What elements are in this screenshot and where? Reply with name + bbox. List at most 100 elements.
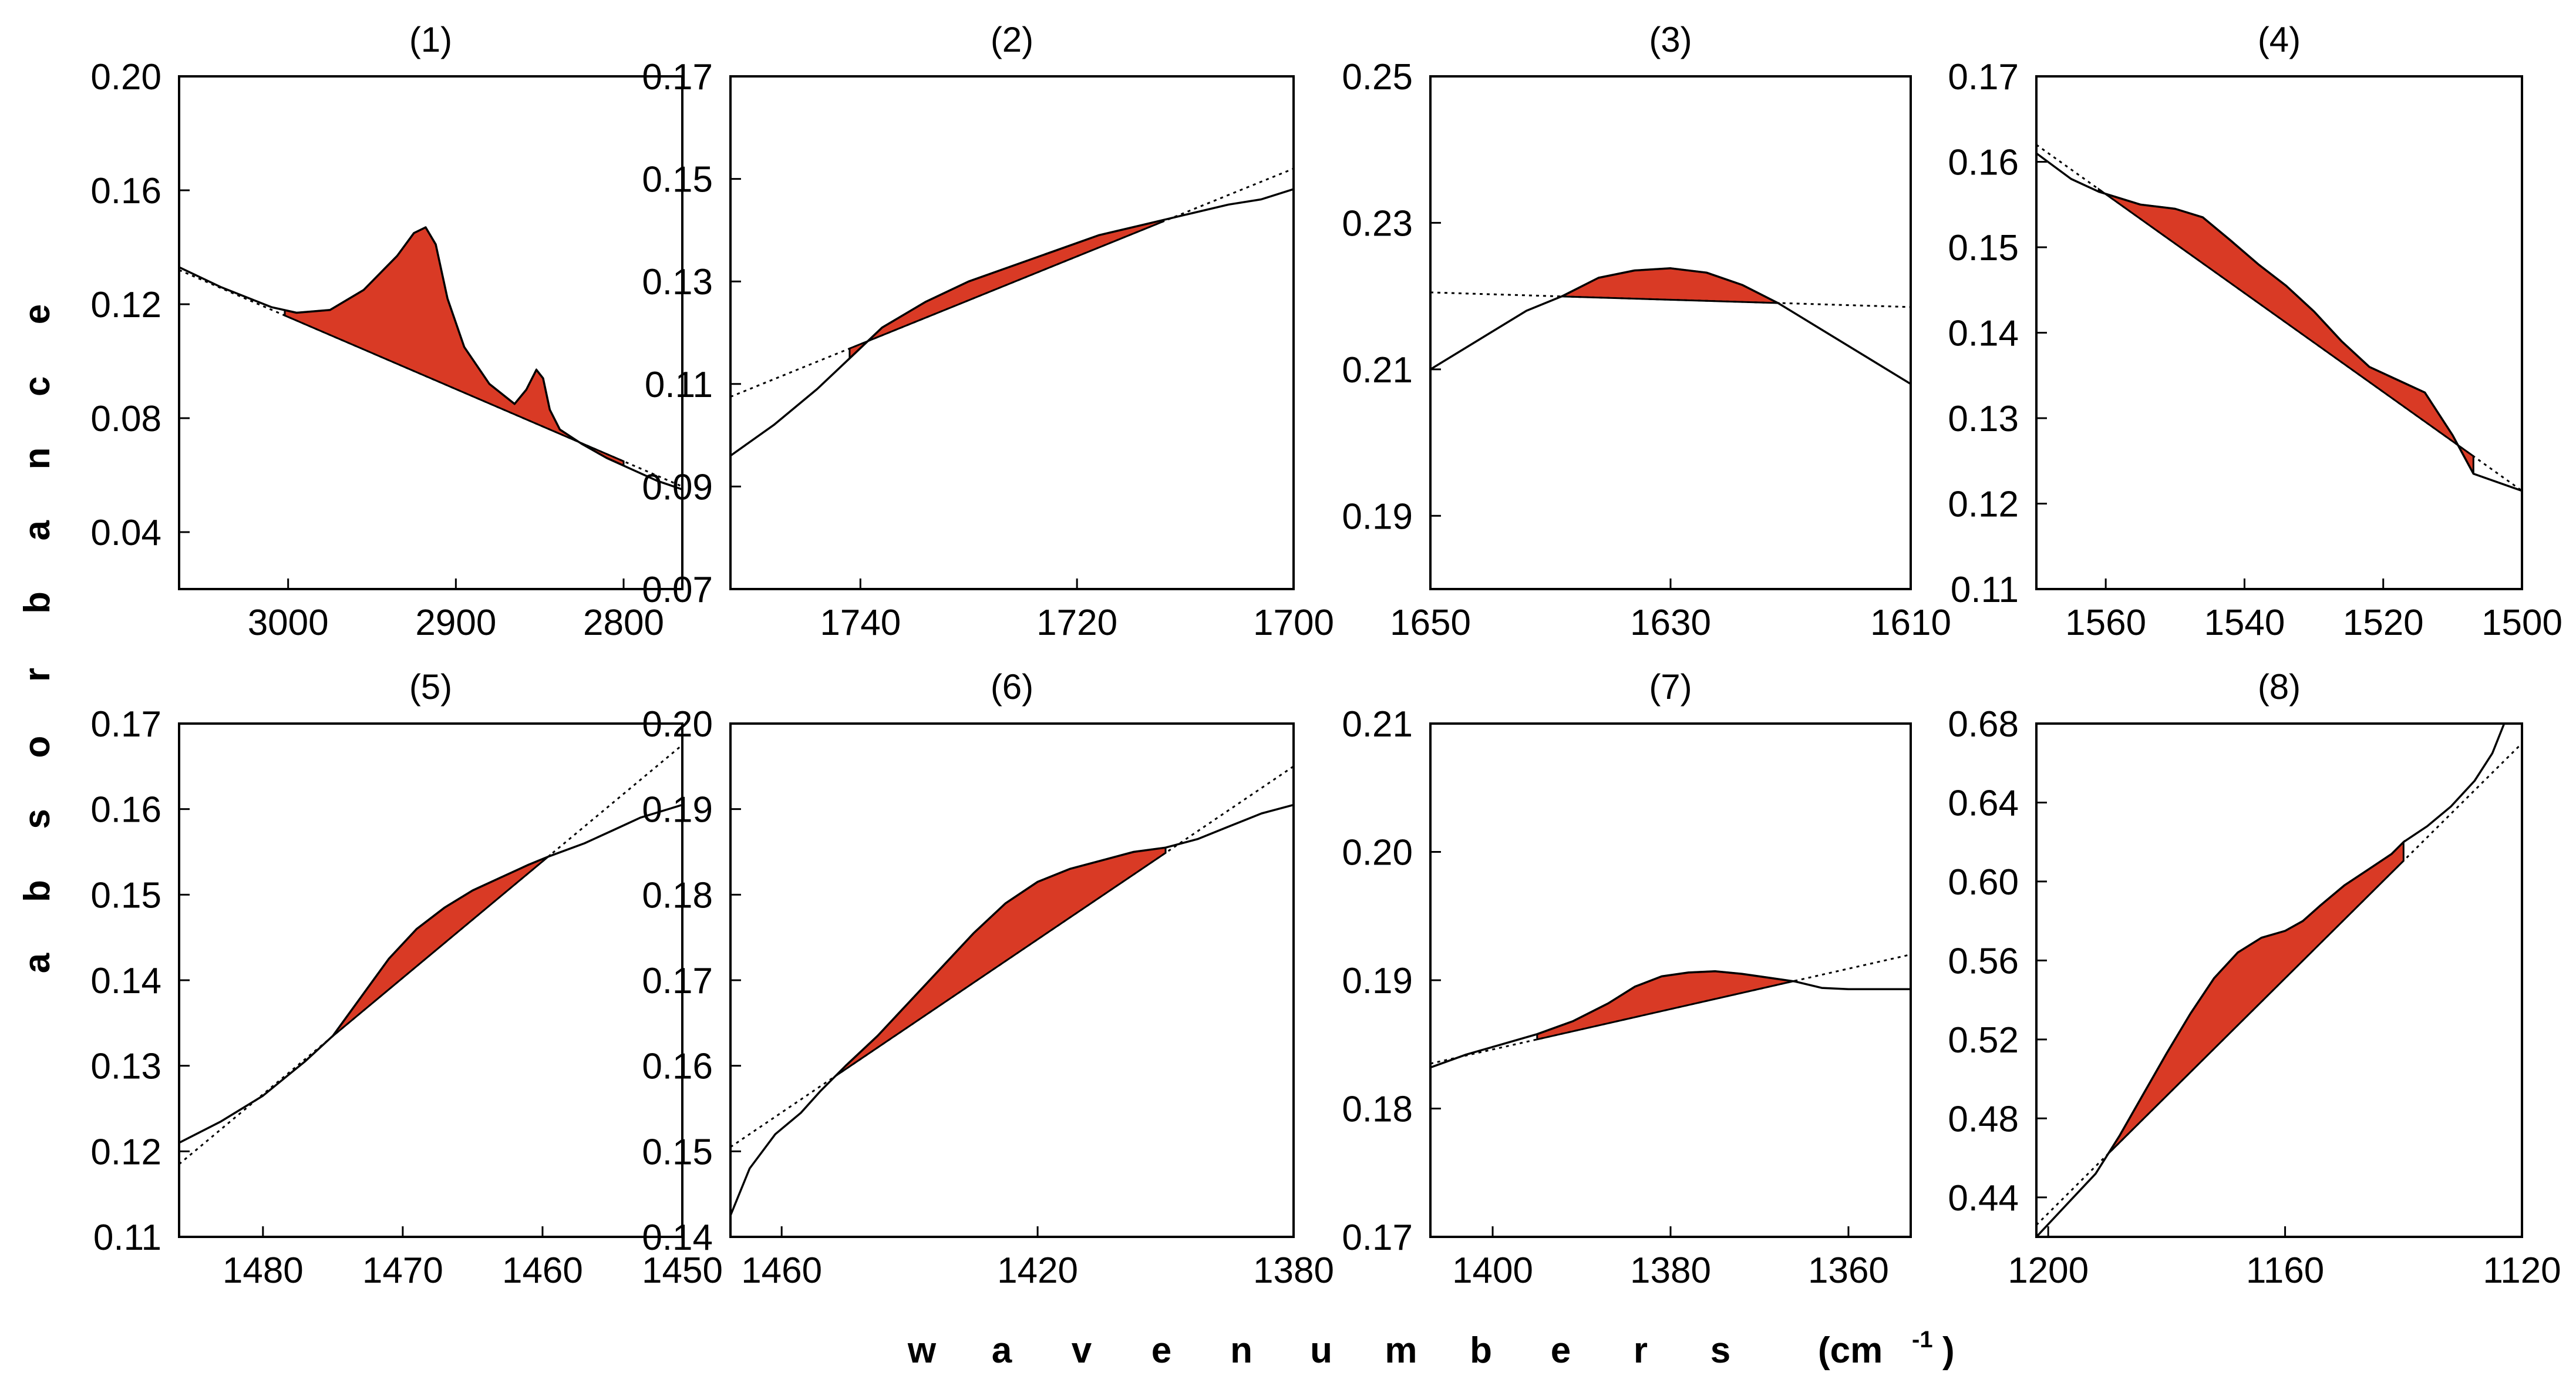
y-tick-label: 0.15 [642,160,713,200]
x-tick-label: 1610 [1870,603,1951,643]
y-tick-label: 0.48 [1948,1099,2019,1139]
absorbance-band-area [2097,187,2474,475]
panel-7: (7) 0.17 0.18 0.19 0.20 0.21 1400 1380 1360 [1342,667,1912,1291]
spectrum-line [179,803,682,1144]
x-tick-label: 3000 [248,603,329,643]
spectrum-line [730,803,1294,1216]
y-tick-label: 0.17 [642,961,713,1001]
x-tick-label: 1400 [1452,1250,1533,1291]
panel-title: (8) [2258,667,2301,707]
y-tick-label: 0.14 [1948,314,2019,354]
panel-1: (1) 0.04 0.08 0.12 0.16 0.20 3000 2900 2800 [90,20,683,643]
x-tick-label: 1480 [223,1250,304,1291]
baseline-line [1430,291,1911,308]
y-tick-label: 0.16 [90,790,161,830]
baseline-line [2036,144,2522,492]
x-tick-label: 1720 [1036,603,1117,643]
panel-title: (1) [409,20,452,59]
x-tick-label: 1380 [1630,1250,1711,1291]
x-axis-label-letter: w [907,1330,937,1371]
plot-frame [2035,75,2523,590]
x-axis-label-letter: a [992,1330,1012,1371]
plot-frame [729,722,1295,1238]
y-axis-label-letter: o [17,736,58,758]
baseline-line [730,765,1294,1148]
y-tick-label: 0.17 [90,704,161,745]
panel-2: (2) 0.07 0.09 0.11 0.13 0.15 0.17 1740 1720 1700 [642,20,1334,643]
y-tick-label: 0.17 [1948,57,2019,97]
y-tick-label: 0.14 [642,1217,713,1258]
panel-title: (2) [991,20,1033,59]
x-tick-label: 1360 [1808,1250,1889,1291]
y-tick-label: 0.19 [642,790,713,830]
spectrum-line [2036,152,2522,492]
plot-frame [178,722,683,1238]
panel-title: (4) [2258,20,2301,59]
absorbance-band-area [284,226,625,467]
y-axis-label-letter: a [17,520,58,541]
x-axis-unit-exponent: -1 [1912,1327,1933,1353]
y-tick-label: 0.56 [1948,941,2019,981]
x-tick-label: 1460 [741,1250,822,1291]
spectrum-line [1430,267,1911,385]
y-tick-label: 0.16 [642,1047,713,1087]
x-tick-label: 1160 [2246,1250,2324,1291]
x-axis-label: w a v e n u m b e r s (cm -1) [907,1327,1955,1371]
absorbance-band-area [1536,970,1796,1041]
y-axis-label-letter: r [17,668,58,682]
x-tick-label: 2800 [583,603,664,643]
x-axis-label-letter: m [1385,1330,1417,1371]
x-tick-label: 1540 [2204,603,2285,643]
x-tick-label: 1740 [820,603,901,643]
y-axis-label-letter: s [17,809,58,829]
y-tick-label: 0.16 [1948,143,2019,183]
y-tick-label: 0.60 [1948,862,2019,903]
y-tick-label: 0.15 [90,875,161,916]
x-tick-label: 1420 [997,1250,1078,1291]
y-tick-label: 0.12 [90,285,161,325]
y-tick-label: 0.13 [1948,399,2019,439]
x-tick-label: 1520 [2343,603,2424,643]
x-axis-label-letter: e [1551,1330,1571,1371]
baseline-line [2036,742,2522,1226]
plot-frame [1429,75,1912,590]
y-tick-label: 0.21 [1342,704,1413,745]
x-tick-label: 1560 [2065,603,2146,643]
y-tick-label: 0.21 [1342,350,1413,391]
y-tick-label: 0.19 [1342,961,1413,1001]
y-axis-label: a b s o r b a n c e [17,304,58,973]
x-axis-label-letter: b [1470,1330,1492,1371]
panel-6: (6) 0.14 0.15 0.16 0.17 0.18 0.19 0.20 1460 1420 1… [642,667,1334,1291]
panel-4: (4) 0.11 0.12 0.13 0.14 0.15 0.16 0.17 1560 1540 1… [1948,20,2562,643]
y-tick-label: 0.12 [90,1132,161,1172]
y-axis-label-letter: e [17,304,58,324]
x-axis-label-letter: u [1310,1330,1332,1371]
y-tick-label: 0.08 [90,399,161,439]
plot-frame [729,75,1295,590]
y-axis-label-letter: a [17,953,58,973]
y-tick-label: 0.17 [1342,1217,1413,1258]
x-tick-label: 2900 [415,603,496,643]
y-tick-label: 0.20 [642,704,713,745]
y-tick-label: 0.11 [645,365,713,405]
panel-title: (3) [1649,20,1692,59]
x-axis-label-letter: n [1230,1330,1252,1371]
y-tick-label: 0.13 [642,262,713,302]
y-tick-label: 0.18 [1342,1089,1413,1130]
panel-title: (5) [409,667,452,707]
spectrum-line [2036,724,2506,1237]
y-tick-label: 0.44 [1948,1178,2019,1219]
x-axis-label-letter: r [1634,1330,1648,1371]
y-axis-label-letter: c [17,376,58,396]
y-tick-label: 0.20 [1342,833,1413,873]
y-tick-label: 0.20 [90,57,161,97]
x-axis-unit-suffix: ) [1942,1330,1955,1371]
x-tick-label: 1500 [2481,603,2562,643]
y-tick-label: 0.23 [1342,203,1413,244]
y-tick-label: 0.04 [90,513,161,553]
x-tick-label: 1700 [1253,603,1334,643]
y-tick-label: 0.11 [93,1217,161,1258]
y-tick-label: 0.19 [1342,496,1413,537]
y-axis-label-letter: b [17,591,58,614]
